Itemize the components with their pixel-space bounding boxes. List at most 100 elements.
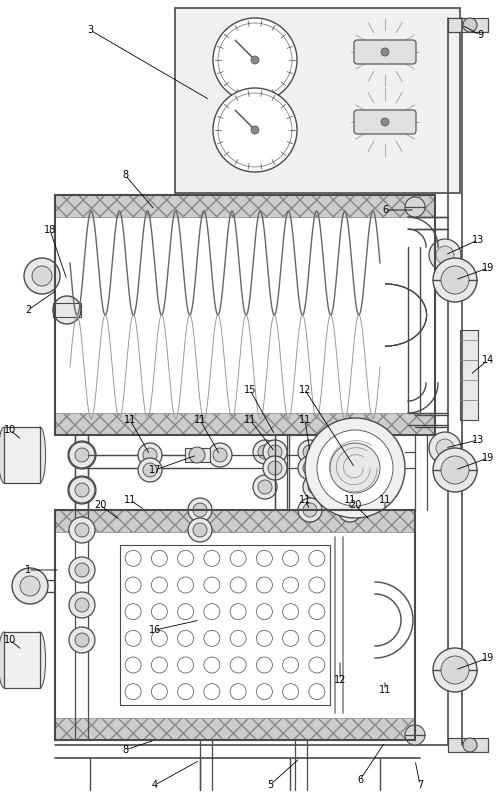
Circle shape bbox=[74, 482, 90, 498]
Circle shape bbox=[258, 445, 272, 459]
Text: 3: 3 bbox=[87, 25, 93, 35]
Bar bbox=[460, 330, 478, 420]
Circle shape bbox=[305, 418, 405, 518]
Circle shape bbox=[268, 461, 282, 475]
Circle shape bbox=[143, 463, 157, 477]
Circle shape bbox=[303, 503, 317, 517]
Bar bbox=[185, 448, 210, 462]
Circle shape bbox=[193, 523, 207, 537]
Ellipse shape bbox=[34, 427, 46, 483]
Circle shape bbox=[69, 517, 95, 543]
Circle shape bbox=[381, 118, 389, 126]
Circle shape bbox=[268, 445, 282, 459]
Bar bbox=[4, 632, 40, 688]
Bar bbox=[55, 195, 435, 435]
Circle shape bbox=[69, 477, 95, 503]
Text: 11: 11 bbox=[379, 685, 391, 695]
Bar bbox=[120, 545, 330, 705]
Text: 19: 19 bbox=[482, 453, 494, 463]
Text: 11: 11 bbox=[299, 415, 311, 425]
Circle shape bbox=[303, 445, 317, 459]
Circle shape bbox=[69, 592, 95, 618]
Text: 11: 11 bbox=[299, 495, 311, 505]
Text: 8: 8 bbox=[122, 745, 128, 755]
Circle shape bbox=[251, 126, 259, 134]
Circle shape bbox=[463, 738, 477, 752]
Text: 9: 9 bbox=[477, 30, 483, 40]
Circle shape bbox=[429, 432, 461, 464]
Circle shape bbox=[218, 23, 292, 97]
Ellipse shape bbox=[0, 427, 9, 483]
Text: 11: 11 bbox=[194, 415, 206, 425]
Circle shape bbox=[441, 656, 469, 684]
Circle shape bbox=[75, 563, 89, 577]
Circle shape bbox=[441, 456, 469, 484]
Circle shape bbox=[69, 557, 95, 583]
Circle shape bbox=[75, 633, 89, 647]
Circle shape bbox=[24, 258, 60, 294]
Text: 13: 13 bbox=[472, 435, 484, 445]
Circle shape bbox=[463, 18, 477, 32]
Circle shape bbox=[303, 461, 317, 475]
Circle shape bbox=[69, 442, 95, 468]
Circle shape bbox=[298, 456, 322, 480]
Bar bbox=[55, 510, 415, 740]
Circle shape bbox=[405, 197, 425, 217]
Circle shape bbox=[208, 443, 232, 467]
Circle shape bbox=[429, 239, 461, 271]
Circle shape bbox=[53, 296, 81, 324]
FancyBboxPatch shape bbox=[354, 40, 416, 64]
Circle shape bbox=[68, 476, 96, 504]
Text: 10: 10 bbox=[4, 635, 16, 645]
Bar bbox=[55, 413, 435, 435]
Text: 10: 10 bbox=[4, 425, 16, 435]
Circle shape bbox=[263, 440, 287, 464]
Text: 18: 18 bbox=[44, 225, 56, 235]
Circle shape bbox=[253, 440, 277, 464]
Bar bbox=[4, 427, 40, 483]
Circle shape bbox=[298, 440, 322, 464]
Text: 12: 12 bbox=[299, 385, 311, 395]
Text: 20: 20 bbox=[94, 500, 106, 510]
Text: 7: 7 bbox=[417, 780, 423, 790]
Circle shape bbox=[330, 443, 380, 493]
Text: 17: 17 bbox=[149, 465, 161, 475]
Circle shape bbox=[213, 88, 297, 172]
Circle shape bbox=[68, 441, 96, 469]
Ellipse shape bbox=[34, 632, 46, 688]
Bar bbox=[175, 8, 460, 193]
Text: 11: 11 bbox=[244, 415, 256, 425]
Circle shape bbox=[303, 475, 327, 499]
Circle shape bbox=[20, 576, 40, 596]
Bar bbox=[55, 195, 435, 217]
Circle shape bbox=[298, 498, 322, 522]
FancyBboxPatch shape bbox=[354, 110, 416, 134]
Circle shape bbox=[213, 18, 297, 102]
Circle shape bbox=[436, 439, 454, 457]
Circle shape bbox=[74, 447, 90, 463]
Circle shape bbox=[433, 448, 477, 492]
Text: 1: 1 bbox=[25, 565, 31, 575]
Circle shape bbox=[188, 498, 212, 522]
Circle shape bbox=[75, 598, 89, 612]
Circle shape bbox=[433, 648, 477, 692]
Circle shape bbox=[138, 458, 162, 482]
Bar bbox=[448, 738, 488, 752]
Circle shape bbox=[343, 503, 357, 517]
Circle shape bbox=[263, 456, 287, 480]
Circle shape bbox=[381, 48, 389, 56]
Text: 12: 12 bbox=[334, 675, 346, 685]
Text: 11: 11 bbox=[379, 495, 391, 505]
Circle shape bbox=[251, 56, 259, 64]
Text: 11: 11 bbox=[344, 495, 356, 505]
Text: 19: 19 bbox=[482, 653, 494, 663]
Text: 14: 14 bbox=[482, 355, 494, 365]
Bar bbox=[55, 510, 415, 532]
Circle shape bbox=[143, 448, 157, 462]
Circle shape bbox=[75, 483, 89, 497]
Text: 4: 4 bbox=[152, 780, 158, 790]
Bar bbox=[55, 718, 415, 740]
Circle shape bbox=[436, 246, 454, 264]
Circle shape bbox=[188, 518, 212, 542]
Text: 5: 5 bbox=[267, 780, 273, 790]
